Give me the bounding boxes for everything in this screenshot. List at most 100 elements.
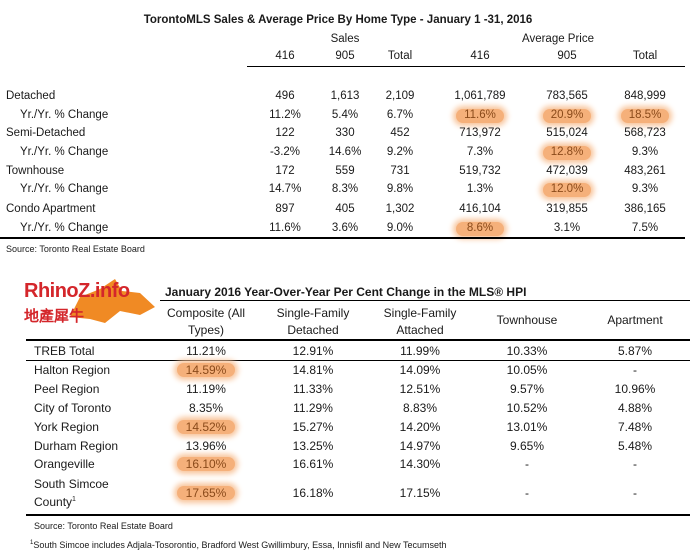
highlight-mark: [456, 109, 504, 123]
highlight-mark: [177, 457, 235, 471]
table-cell: 10.52%: [506, 401, 548, 415]
table-cell: 16.10%: [185, 457, 227, 471]
highlight-mark: [456, 222, 504, 236]
column-header: Attached: [396, 323, 444, 337]
table-cell: 16.18%: [292, 486, 334, 500]
table-cell: 5.4%: [331, 109, 359, 121]
title-rule: [160, 300, 690, 301]
footnote-text: South Simcoe includes Adjala-Tosorontio,…: [33, 540, 447, 550]
table-cell: 12.91%: [292, 344, 334, 358]
table-cell: 848,999: [624, 90, 666, 102]
table-cell: 9.3%: [631, 183, 659, 195]
table-cell: 8.3%: [331, 183, 359, 195]
table-cell: 9.8%: [386, 183, 414, 195]
row-label: South Simcoe: [34, 477, 109, 491]
column-header: Detached: [287, 323, 339, 337]
table-bottom-rule: [0, 237, 685, 239]
table-cell: 18.5%: [628, 109, 662, 121]
table-cell: 13.25%: [292, 439, 334, 453]
sales-group-header: Sales: [330, 33, 360, 45]
table-cell: 7.5%: [631, 222, 659, 234]
table-cell: 3.6%: [331, 222, 359, 234]
footnote-mark: 1: [30, 540, 34, 546]
table-cell: 11.21%: [186, 344, 226, 358]
table-cell: 2,109: [385, 90, 415, 102]
table-cell: 12.0%: [550, 183, 584, 195]
table-cell: 14.20%: [399, 420, 441, 434]
table-cell: 568,723: [624, 127, 666, 139]
highlight-mark: [177, 486, 235, 500]
table-cell: 713,972: [459, 127, 501, 139]
table-cell: 17.65%: [185, 486, 227, 500]
row-label: Detached: [6, 90, 56, 102]
highlight-mark: [177, 363, 235, 377]
table-cell: 416,104: [459, 203, 501, 215]
column-header: 905: [335, 50, 355, 62]
table-cell: 1.3%: [466, 183, 494, 195]
table-cell: 10.33%: [506, 344, 548, 358]
row-label: Yr./Yr. % Change: [20, 146, 109, 158]
header-rule: [26, 339, 690, 341]
table-cell: 15.27%: [292, 420, 334, 434]
table-cell: 14.52%: [185, 420, 227, 434]
table-cell: 14.30%: [399, 457, 441, 471]
row-label: Semi-Detached: [6, 127, 86, 139]
column-header: Apartment: [607, 313, 663, 327]
table-cell: 10.05%: [506, 363, 548, 377]
column-header: Single-Family: [383, 306, 457, 320]
table-cell: -3.2%: [269, 146, 301, 158]
table-cell: 9.2%: [386, 146, 414, 158]
column-header: 416: [470, 50, 490, 62]
row-label: Condo Apartment: [6, 203, 96, 215]
row-label: Yr./Yr. % Change: [20, 222, 109, 234]
table-cell: 5.48%: [617, 439, 653, 453]
column-header: Total: [632, 50, 658, 62]
column-header: Townhouse: [496, 313, 558, 327]
column-header: Types): [187, 323, 225, 337]
highlight-mark: [621, 109, 669, 123]
table-cell: 483,261: [624, 165, 666, 177]
rhino-silhouette-icon: [70, 279, 155, 323]
table-cell: 897: [275, 203, 295, 215]
row-label-cont: County1: [34, 495, 76, 509]
row-label: Yr./Yr. % Change: [20, 183, 109, 195]
table-cell: 14.59%: [185, 363, 227, 377]
table-cell: 9.3%: [631, 146, 659, 158]
table-cell: 3.1%: [553, 222, 581, 234]
table-cell: 14.6%: [328, 146, 362, 158]
table-cell: 559: [335, 165, 355, 177]
table-cell: 8.35%: [188, 401, 224, 415]
table-cell: 9.57%: [509, 382, 545, 396]
table-cell: 515,024: [546, 127, 588, 139]
column-header: 416: [275, 50, 295, 62]
logo-subtext: 地產犀牛: [24, 308, 85, 325]
table-cell: 13.96%: [185, 439, 227, 453]
table-cell: 9.0%: [386, 222, 414, 234]
column-header: Total: [387, 50, 413, 62]
table-cell: 6.7%: [386, 109, 414, 121]
table-cell: 1,613: [330, 90, 360, 102]
column-header: Single-Family: [276, 306, 350, 320]
table-cell: 5.87%: [617, 344, 653, 358]
hpi-bottom-rule: [26, 514, 690, 516]
table-cell: 14.09%: [399, 363, 441, 377]
table-cell: -: [633, 363, 637, 377]
sales-source: Source: Toronto Real Estate Board: [6, 244, 145, 254]
table-cell: 496: [275, 90, 295, 102]
table-cell: 14.7%: [268, 183, 302, 195]
row-label: City of Toronto: [34, 401, 112, 415]
table-cell: 11.19%: [186, 382, 226, 396]
sales-table-title: TorontoMLS Sales & Average Price By Home…: [143, 14, 533, 26]
row-label: Halton Region: [34, 363, 111, 377]
table-cell: 11.6%: [464, 109, 496, 121]
table-cell: 16.61%: [292, 457, 334, 471]
table-cell: 20.9%: [550, 109, 584, 121]
price-group-header: Average Price: [521, 33, 595, 45]
table-cell: 12.8%: [550, 146, 584, 158]
table-cell: 519,732: [459, 165, 501, 177]
table-cell: 4.88%: [617, 401, 653, 415]
table-cell: 1,061,789: [454, 90, 506, 102]
logo-text: RhinoZ.info: [24, 280, 130, 302]
hpi-table-title: January 2016 Year-Over-Year Per Cent Cha…: [165, 285, 527, 299]
